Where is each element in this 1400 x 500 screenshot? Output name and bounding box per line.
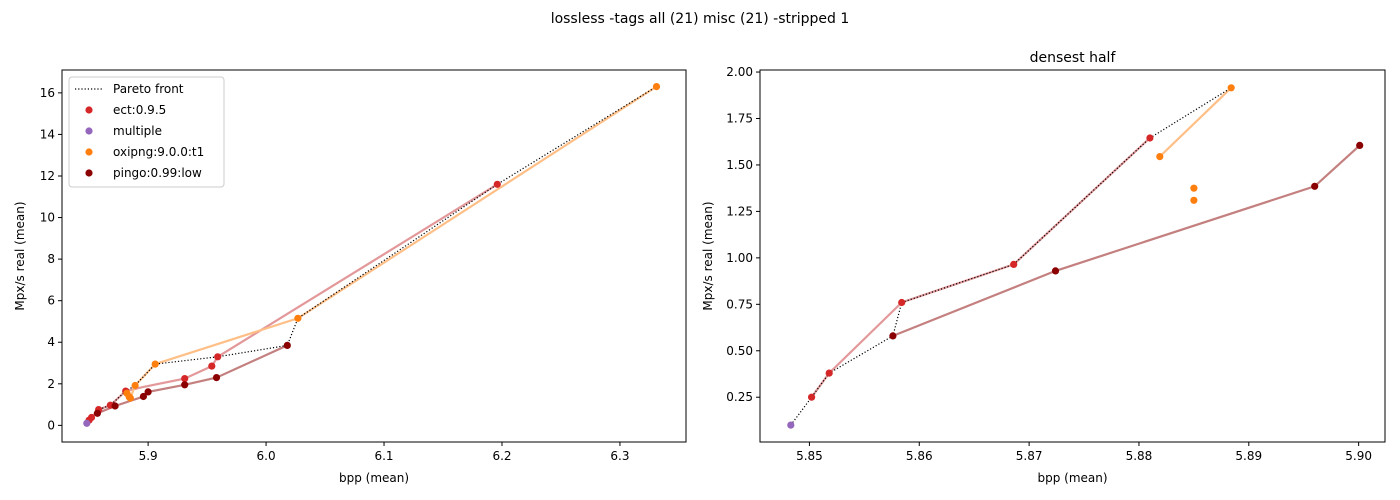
right-x-tick-label: 5.90 — [1345, 449, 1372, 463]
left-x-tick-label: 6.3 — [610, 449, 629, 463]
left-pingo-point-5 — [212, 374, 221, 382]
right-y-tick-label: 1.50 — [726, 158, 753, 172]
right-y-tick-label: 1.75 — [726, 111, 753, 125]
legend-label-multiple: multiple — [113, 124, 162, 138]
right-oxipng-point-2 — [1190, 196, 1198, 204]
left-multiple-point-0 — [83, 419, 91, 427]
left-oxipng-point-6 — [652, 83, 661, 91]
right-y-tick-label: 1.00 — [726, 251, 753, 265]
legend: Pareto front ect:0.9.5 multiple oxipng:9.0.… — [68, 76, 225, 188]
left-y-tick-label: 6 — [47, 294, 55, 308]
figure-title: lossless -tags all (21) misc (21) -strip… — [551, 11, 850, 27]
left-y-tick-label: 12 — [40, 169, 55, 183]
right-pingo-point-1 — [1051, 267, 1060, 275]
right-y-tick-label: 0.50 — [726, 344, 753, 358]
legend-box — [68, 76, 225, 188]
right-ect-point-4 — [1146, 134, 1154, 142]
right-ect-point-2 — [898, 298, 906, 307]
right-y-tick-label: 0.75 — [726, 297, 753, 311]
left-pingo-point-1 — [111, 402, 119, 410]
left-y-tick-label: 8 — [47, 252, 55, 266]
left-ect-point-1 — [87, 413, 96, 422]
left-chart-panel: 5.9 6.0 6.1 6.2 6.3 0 2 4 6 8 10 12 14 16 bpp (mean) Mp… — [13, 69, 687, 485]
right-pingo-point-2 — [1311, 182, 1319, 190]
left-pingo-point-2 — [139, 392, 147, 401]
left-x-axis-label: bpp (mean) — [339, 471, 409, 485]
left-y-tick-label: 16 — [40, 86, 55, 100]
left-plot-frame — [61, 69, 687, 443]
left-y-tick-label: 14 — [40, 127, 55, 141]
legend-swatch-ect — [85, 106, 93, 114]
right-y-axis-label: Mpx/s real (mean) — [701, 201, 715, 310]
legend-swatch-pingo — [85, 169, 93, 177]
right-multiple-point-0 — [787, 421, 795, 429]
left-oxipng-point-2 — [126, 394, 134, 402]
left-x-tick-label: 6.0 — [257, 449, 276, 463]
left-ect-point-5 — [181, 375, 189, 383]
left-y-tick-label: 0 — [47, 418, 55, 432]
right-y-tick-label: 1.25 — [726, 204, 753, 218]
left-y-tick-label: 2 — [47, 377, 55, 391]
right-ect-point-1 — [825, 369, 833, 377]
left-pingo-point-3 — [144, 388, 152, 396]
left-ect-point-6 — [208, 362, 216, 370]
right-x-tick-label: 5.85 — [796, 449, 823, 463]
right-y-tick-label: 2.00 — [726, 65, 753, 79]
right-pingo-line — [892, 144, 1361, 337]
right-ect-point-3 — [1010, 260, 1018, 268]
left-oxipng-point-4 — [151, 360, 159, 368]
legend-swatch-oxipng — [85, 148, 93, 156]
right-chart-title: densest half — [1030, 50, 1117, 66]
right-oxipng-point-0 — [1156, 153, 1164, 161]
legend-label-ect: ect:0.9.5 — [113, 103, 166, 117]
right-ect-point-0 — [808, 393, 816, 401]
right-y-tick-label: 0.25 — [726, 390, 753, 404]
left-y-axis-label: Mpx/s real (mean) — [13, 201, 27, 310]
left-ect-point-7 — [214, 353, 222, 361]
legend-label-pareto-front: Pareto front — [113, 82, 184, 96]
legend-label-oxipng: oxipng:9.0.0:t1 — [113, 145, 204, 159]
right-chart-panel: 5.85 5.86 5.87 5.88 5.89 5.90 0.25 0.50 0.75 1.00… — [701, 50, 1386, 485]
right-plot-frame — [759, 69, 1386, 443]
right-pingo-point-0 — [889, 332, 897, 340]
left-x-tick-label: 5.9 — [139, 449, 158, 463]
right-oxipng-point-3 — [1227, 84, 1235, 92]
left-x-tick-label: 6.2 — [492, 449, 511, 463]
right-oxipng-line — [1159, 87, 1232, 158]
left-x-tick-label: 6.1 — [374, 449, 393, 463]
right-x-tick-label: 5.88 — [1126, 449, 1153, 463]
right-x-tick-label: 5.89 — [1235, 449, 1262, 463]
left-ect-point-8 — [493, 180, 501, 188]
left-y-tick-label: 10 — [40, 211, 55, 225]
right-pingo-point-3 — [1356, 141, 1364, 149]
right-oxipng-point-1 — [1190, 184, 1198, 192]
right-x-tick-label: 5.86 — [906, 449, 933, 463]
right-x-axis-label: bpp (mean) — [1037, 471, 1107, 485]
left-pingo-point-6 — [283, 341, 291, 349]
left-pingo-point-4 — [181, 381, 189, 389]
left-oxipng-point-5 — [294, 314, 302, 322]
left-oxipng-point-3 — [131, 381, 139, 390]
left-pareto-line — [86, 86, 657, 424]
left-y-tick-label: 4 — [47, 335, 55, 349]
legend-swatch-multiple — [85, 127, 93, 135]
right-x-tick-label: 5.87 — [1016, 449, 1043, 463]
legend-label-pingo: pingo:0.99:low — [113, 166, 202, 180]
left-pingo-point-0 — [93, 409, 101, 417]
